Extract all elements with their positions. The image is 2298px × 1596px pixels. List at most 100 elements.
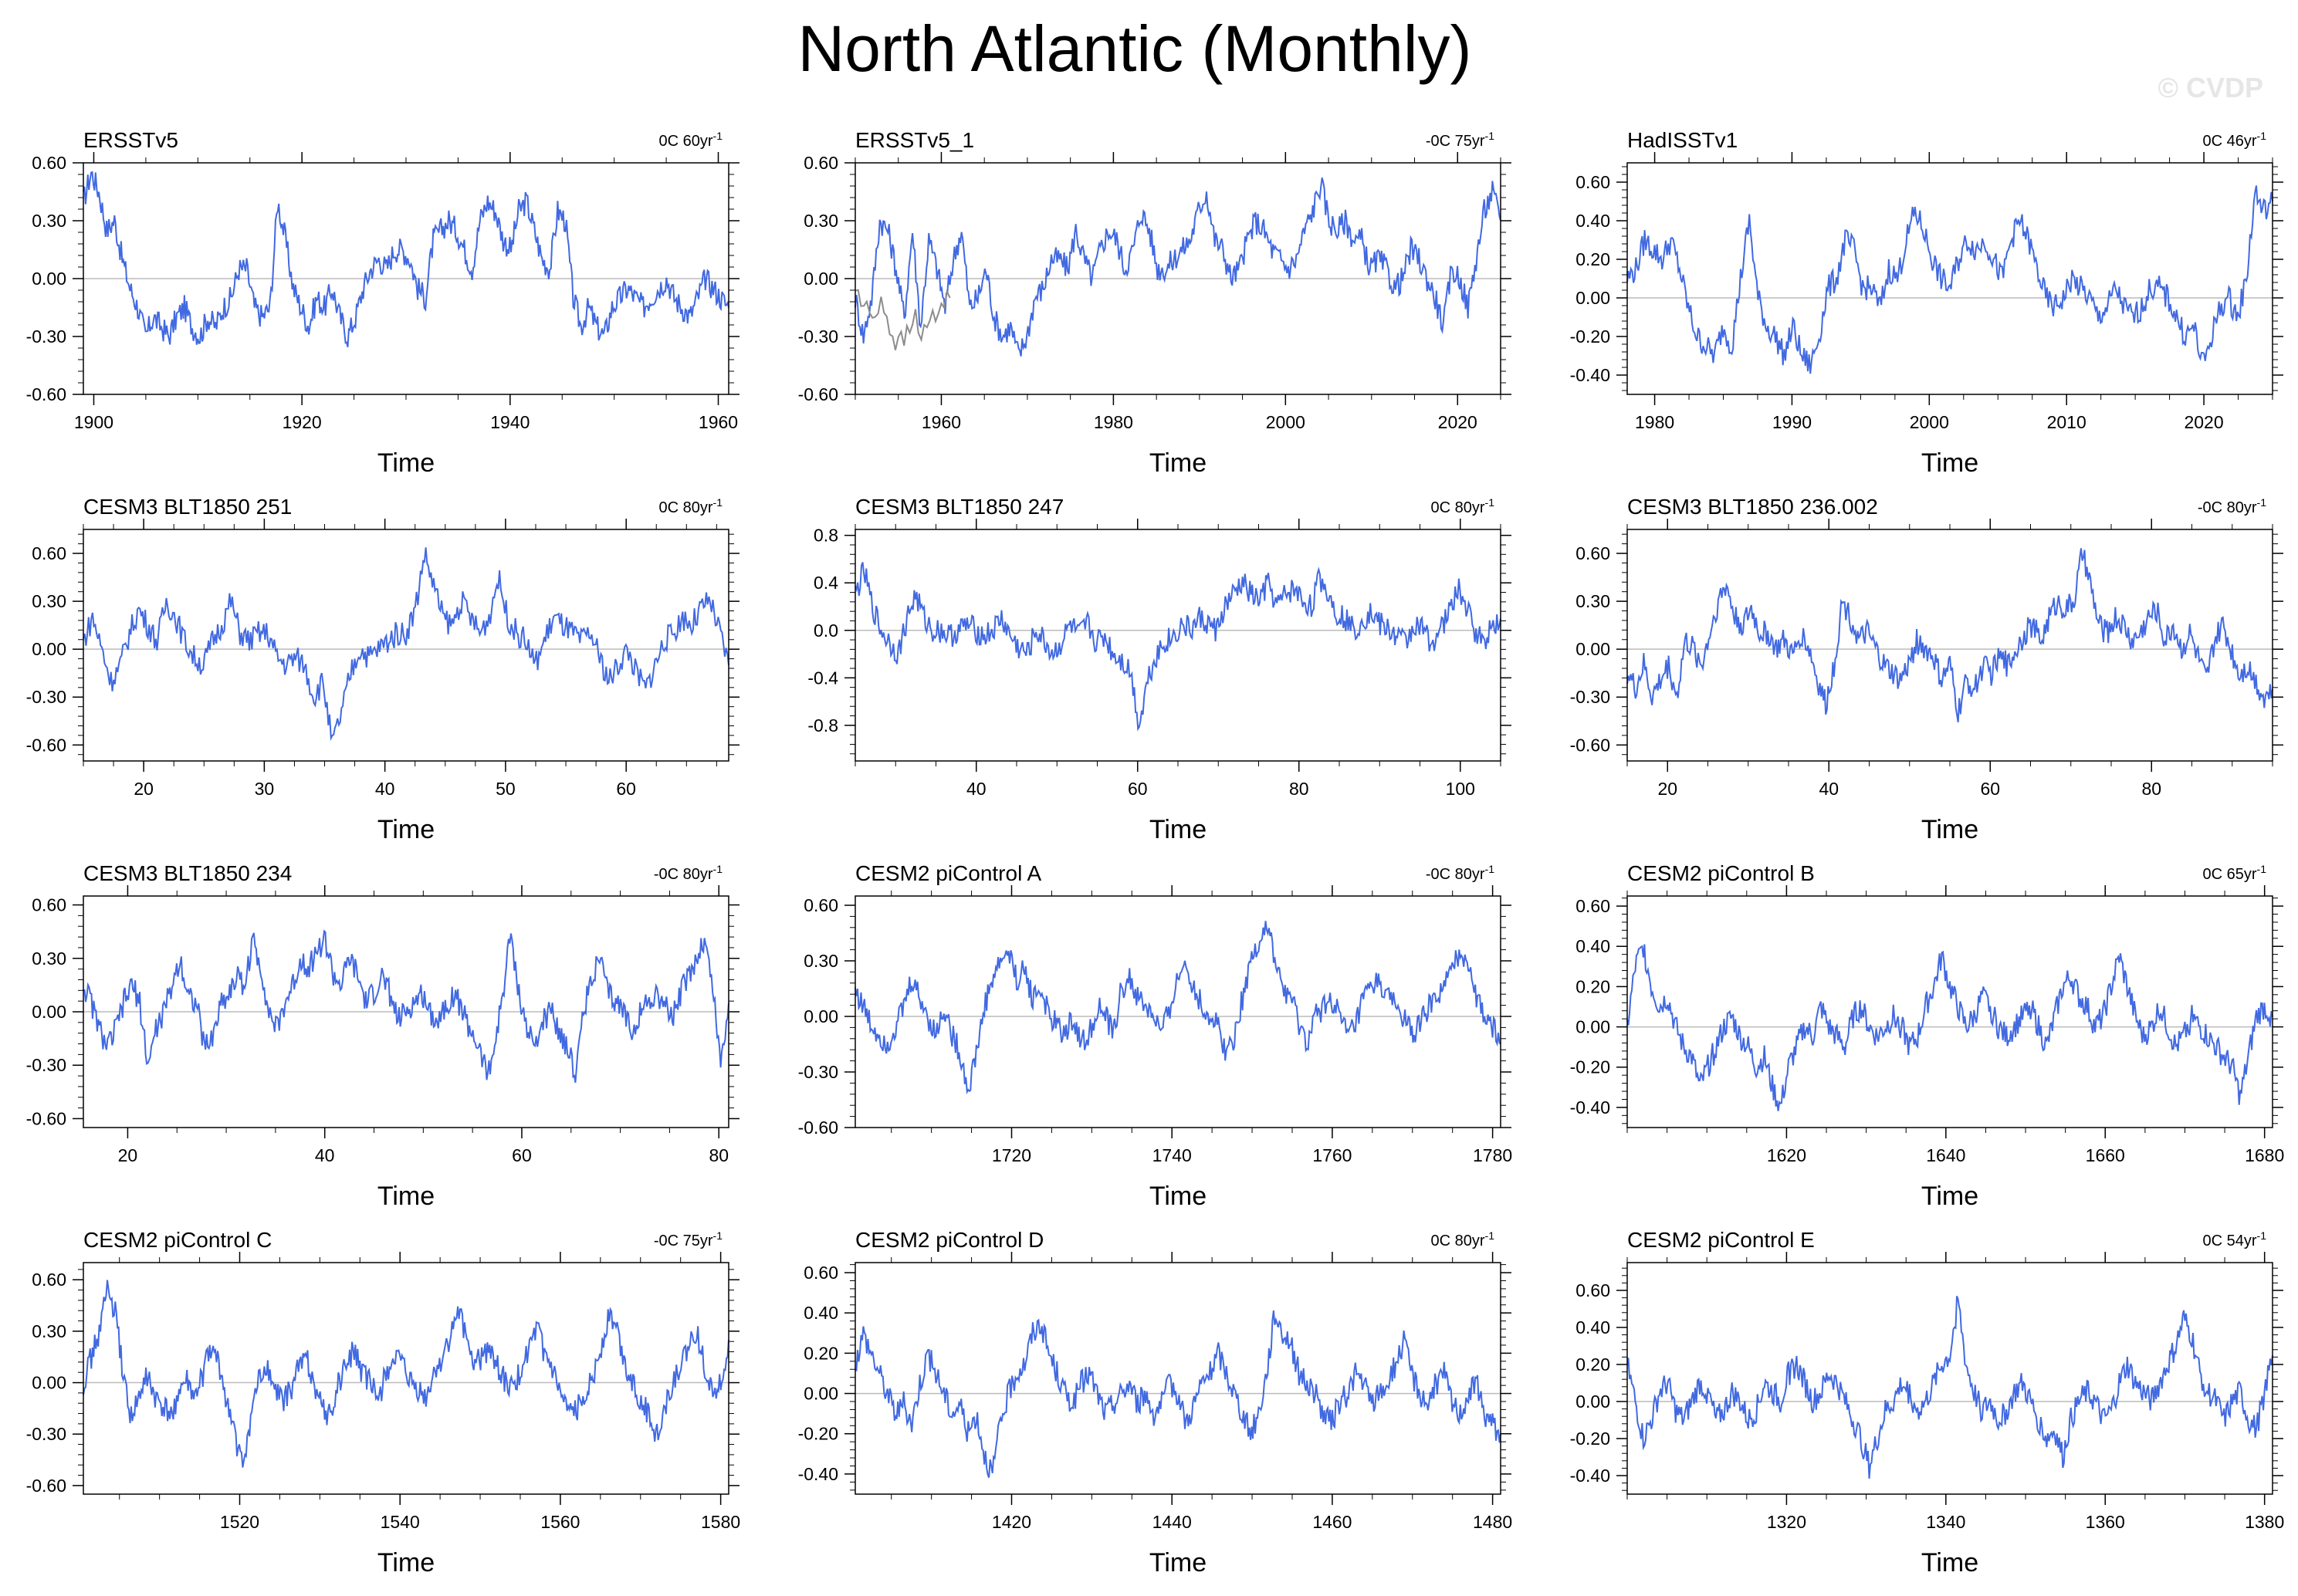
plot-frame	[855, 1262, 1501, 1495]
plot-frame	[855, 895, 1501, 1128]
ytick-label: -0.20	[798, 1424, 838, 1444]
xtick-label: 60	[512, 1145, 532, 1165]
panel-title: CESM2 piControl C	[83, 1228, 272, 1252]
xtick-label: 30	[255, 779, 275, 799]
trend-superscript: -1	[713, 1229, 723, 1242]
ytick-label: -0.20	[1570, 1429, 1610, 1449]
xtick-label: 60	[616, 779, 636, 799]
xtick-label: 1420	[992, 1512, 1031, 1532]
watermark: © CVDP	[2158, 72, 2263, 103]
ytick-label: -0.4	[807, 668, 838, 688]
series-line	[83, 1280, 729, 1468]
xtick-label: 2010	[2047, 412, 2086, 432]
xtick-label: 40	[315, 1145, 335, 1165]
trend-label: 0C 65yr-1	[2203, 863, 2267, 883]
ytick-label: 0.30	[32, 1321, 66, 1341]
trend-superscript: -1	[713, 496, 723, 509]
trend-superscript: -1	[1485, 130, 1495, 142]
xtick-label: 50	[496, 779, 516, 799]
ytick-label: -0.60	[798, 384, 838, 404]
xtick-label: 1360	[2086, 1512, 2125, 1532]
series-line	[855, 1310, 1501, 1478]
panel-ersstv5: ERSSTv5 0C 60yr-1 -0.60 -0.30 0.00 0.30 0.60 19…	[26, 128, 739, 478]
trend-label: 0C 80yr-1	[659, 496, 723, 516]
xtick-label: 1640	[1926, 1145, 1965, 1165]
xtick-label: 1380	[2245, 1512, 2284, 1532]
ytick-label: 0.00	[1575, 1017, 1610, 1037]
ytick-label: -0.60	[26, 1108, 66, 1128]
xtick-label: 1740	[1152, 1145, 1192, 1165]
ytick-label: 0.40	[804, 1303, 838, 1323]
ytick-label: 0.00	[1575, 288, 1610, 308]
ytick-label: 0.60	[1575, 543, 1610, 563]
ytick-label: 0.00	[32, 639, 66, 659]
trend-label: 0C 80yr-1	[1431, 496, 1495, 516]
trend-superscript: -1	[2257, 496, 2267, 509]
xtick-label: 2000	[1910, 412, 1949, 432]
ytick-label: 0.30	[804, 211, 838, 231]
ytick-label: 0.60	[804, 1263, 838, 1283]
ytick-label: -0.40	[798, 1464, 838, 1484]
xtick-label: 1320	[1767, 1512, 1806, 1532]
xtick-label: 1560	[540, 1512, 580, 1532]
ytick-label: -0.30	[798, 1062, 838, 1082]
panel-cesm2-picontrol-c: CESM2 piControl C -0C 75yr-1 -0.60 -0.30 0.0…	[26, 1228, 741, 1577]
ytick-label: -0.30	[798, 326, 838, 347]
x-axis-label: Time	[1149, 1548, 1207, 1577]
ytick-label: -0.30	[1570, 687, 1610, 707]
xtick-label: 1920	[283, 412, 322, 432]
ytick-label: 0.60	[32, 1270, 66, 1290]
ytick-label: 0.8	[814, 526, 838, 546]
x-axis-label: Time	[1921, 1182, 1978, 1211]
trend-superscript: -1	[2257, 863, 2267, 875]
ytick-label: -0.30	[26, 1424, 66, 1444]
xtick-label: 1780	[1473, 1145, 1512, 1165]
panel-title: ERSSTv5_1	[855, 128, 974, 152]
panel-cesm2-picontrol-b: CESM2 piControl B 0C 65yr-1 -0.40 -0.20 0.00…	[1570, 861, 2285, 1211]
ytick-label: -0.60	[798, 1118, 838, 1138]
ytick-label: 0.60	[804, 153, 838, 173]
panel-title: HadISSTv1	[1627, 128, 1738, 152]
xtick-label: 80	[1289, 779, 1309, 799]
plot-frame	[1626, 162, 2273, 395]
ytick-label: 0.30	[1575, 591, 1610, 611]
series-line	[855, 178, 1501, 357]
series-line	[1626, 1296, 2273, 1479]
ytick-label: 0.30	[32, 948, 66, 969]
panel-cesm3-236002: CESM3 BLT1850 236.002 -0C 80yr-1 -0.60 -0.3…	[1570, 495, 2283, 844]
ytick-label: 0.00	[804, 1006, 838, 1026]
ytick-label: 0.30	[804, 951, 838, 971]
ytick-label: 0.20	[804, 1343, 838, 1363]
ytick-label: -0.30	[26, 1055, 66, 1075]
xtick-label: 1480	[1473, 1512, 1512, 1532]
x-axis-label: Time	[1149, 448, 1207, 478]
series-line	[1626, 548, 2273, 722]
panel-cesm3-234: CESM3 BLT1850 234 -0C 80yr-1 -0.60 -0.30 0.0…	[26, 861, 739, 1211]
overlay-series-line	[855, 289, 951, 350]
plot-frame	[1626, 895, 2273, 1128]
x-axis-label: Time	[377, 448, 435, 478]
xtick-label: 1760	[1312, 1145, 1352, 1165]
ytick-label: 0.40	[1575, 1317, 1610, 1337]
xtick-label: 60	[1980, 779, 2000, 799]
xtick-label: 40	[375, 779, 395, 799]
trend-superscript: -1	[1485, 863, 1495, 875]
xtick-label: 80	[709, 1145, 729, 1165]
xtick-label: 2000	[1266, 412, 1305, 432]
trend-label: -0C 75yr-1	[654, 1229, 723, 1249]
plot-frame	[855, 162, 1501, 395]
ytick-label: 0.60	[1575, 896, 1610, 916]
trend-superscript: -1	[1485, 1229, 1495, 1242]
plot-frame	[83, 162, 729, 395]
xtick-label: 2020	[2184, 412, 2223, 432]
series-line	[1626, 185, 2273, 374]
xtick-label: 1990	[1772, 412, 1812, 432]
xtick-label: 1680	[2245, 1145, 2284, 1165]
trend-label: 0C 54yr-1	[2203, 1229, 2267, 1249]
xtick-label: 1460	[1312, 1512, 1352, 1532]
x-axis-label: Time	[1149, 1182, 1207, 1211]
xtick-label: 1960	[699, 412, 738, 432]
trend-superscript: -1	[1485, 496, 1495, 509]
series-line	[1626, 944, 2273, 1111]
series-line	[855, 562, 1501, 732]
